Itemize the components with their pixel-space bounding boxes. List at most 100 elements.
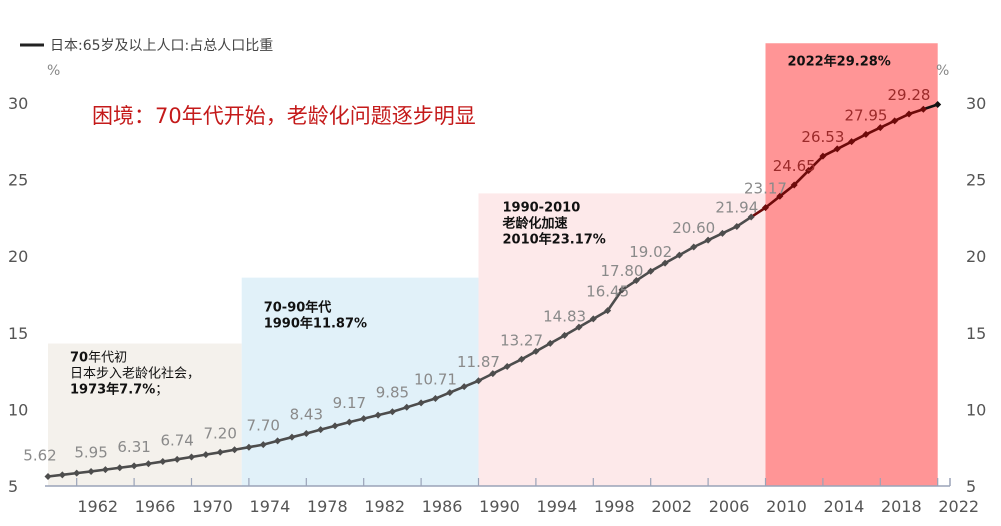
data-point-marker	[848, 138, 856, 146]
data-labels: 5.62 5.95 6.31 6.74 7.20 7.70 8.43 9.17 9.85 10.7…	[23, 86, 930, 464]
series-segment	[735, 215, 753, 228]
data-point-marker	[345, 418, 353, 426]
note-span: 1990年11.87%	[264, 316, 367, 332]
y-tick-label-right: 5	[966, 477, 976, 496]
series-segment	[563, 325, 581, 337]
region-0-note-line: 70年代初	[70, 351, 127, 366]
data-point-marker	[618, 286, 626, 294]
series-segment	[577, 317, 595, 329]
x-tick-label: 1978	[307, 497, 348, 516]
series-segment	[591, 309, 609, 321]
data-point-marker	[288, 433, 296, 441]
data-label: 14.83	[543, 307, 586, 325]
data-label: 24.65	[773, 157, 816, 175]
data-label: 26.53	[801, 128, 844, 146]
data-point-marker	[475, 377, 482, 385]
data-point-marker	[718, 229, 726, 237]
axes: 1962 1966 1970 1974 1978 1982 1986 1990 1994 1998…	[8, 94, 986, 516]
series-segment	[663, 253, 681, 265]
y-tick-label-right: 20	[966, 247, 986, 266]
y-tick-label-right: 15	[966, 324, 986, 343]
data-point-marker	[589, 315, 597, 323]
region-0-note-line: 日本步入老龄化社会，	[70, 366, 200, 382]
y-tick-label-left: 20	[8, 247, 28, 266]
data-point-marker	[44, 473, 52, 481]
data-point-marker	[905, 110, 913, 118]
data-point-marker	[245, 443, 253, 451]
data-point-marker	[101, 466, 109, 474]
series-segment	[850, 133, 868, 143]
x-tick-label: 1974	[250, 497, 291, 516]
x-tick-label: 1990	[479, 497, 520, 516]
data-point-marker	[489, 370, 497, 378]
data-label: 6.31	[117, 438, 150, 456]
data-point-marker	[518, 355, 526, 363]
data-point-marker	[819, 152, 827, 160]
note-span: 2010年23.17%	[503, 231, 606, 247]
data-point-marker	[833, 145, 841, 153]
data-label: 19.02	[629, 243, 672, 261]
data-point-marker	[632, 277, 640, 285]
data-label: 10.71	[414, 371, 457, 389]
series-segment	[505, 358, 523, 368]
data-point-marker	[790, 181, 798, 189]
data-point-marker	[561, 331, 569, 339]
legend-label: 日本:65岁及以上人口:占总人口比重	[50, 38, 273, 54]
data-label: 27.95	[844, 106, 887, 124]
data-point-marker	[661, 259, 669, 267]
data-point-marker	[331, 422, 339, 430]
data-point-marker	[87, 467, 95, 475]
legend: 日本:65岁及以上人口:占总人口比重	[20, 38, 273, 54]
region-2-note-line: 老龄化加速	[502, 215, 568, 231]
series-segment	[764, 194, 782, 209]
y-tick-label-left: 5	[8, 477, 18, 496]
series-segment	[477, 372, 495, 383]
note-span: 1973年7.7%	[70, 382, 155, 398]
series-segment	[706, 232, 724, 242]
data-point-marker	[144, 460, 152, 468]
data-point-marker	[173, 455, 181, 463]
data-point-marker	[159, 458, 167, 466]
data-point-marker	[446, 389, 454, 397]
data-point-marker	[116, 464, 124, 472]
data-point-marker	[259, 441, 267, 449]
series-segment	[620, 279, 638, 292]
data-point-marker	[274, 437, 282, 445]
x-tick-label: 2010	[766, 497, 807, 516]
data-point-marker	[747, 213, 755, 221]
data-label: 9.17	[333, 394, 366, 412]
note-span: 年代初	[88, 351, 127, 366]
note-span: 2022年29.28%	[788, 53, 891, 69]
note-span: 70	[70, 351, 88, 366]
data-label: 29.28	[888, 86, 931, 104]
y-tick-label-right: 30	[966, 94, 986, 113]
data-label: 6.74	[160, 431, 193, 449]
region-1-note-line: 1990年11.87%	[264, 316, 367, 332]
series-segment	[864, 126, 882, 136]
note-span: 日本步入老龄化社会，	[70, 366, 200, 382]
y-tick-label-right: 25	[966, 171, 986, 190]
x-tick-label: 1966	[135, 497, 176, 516]
region-0-note-line: 1973年7.7%；	[70, 382, 168, 398]
note-span: 1990-2010	[503, 200, 581, 215]
data-point-marker	[216, 448, 224, 456]
x-tick-label: 2002	[651, 497, 692, 516]
data-point-marker	[231, 446, 239, 454]
headline-annotation: 困境：70年代开始，老龄化问题逐步明显	[92, 104, 476, 128]
x-tick-label: 2014	[824, 497, 865, 516]
series-segment	[807, 154, 825, 172]
x-tick-label: 2018	[881, 497, 922, 516]
data-point-marker	[891, 117, 899, 125]
data-point-marker	[503, 362, 511, 370]
series-segment	[749, 206, 767, 219]
series-segment	[649, 261, 667, 273]
data-point-marker	[374, 411, 382, 419]
data-point-marker	[762, 204, 769, 212]
data-point-marker	[317, 426, 325, 434]
data-point-marker	[934, 101, 942, 109]
x-tick-label: 1986	[422, 497, 463, 516]
data-point-marker	[575, 323, 583, 331]
series-segment	[548, 334, 566, 345]
note-span: 70-90年代	[264, 300, 332, 316]
